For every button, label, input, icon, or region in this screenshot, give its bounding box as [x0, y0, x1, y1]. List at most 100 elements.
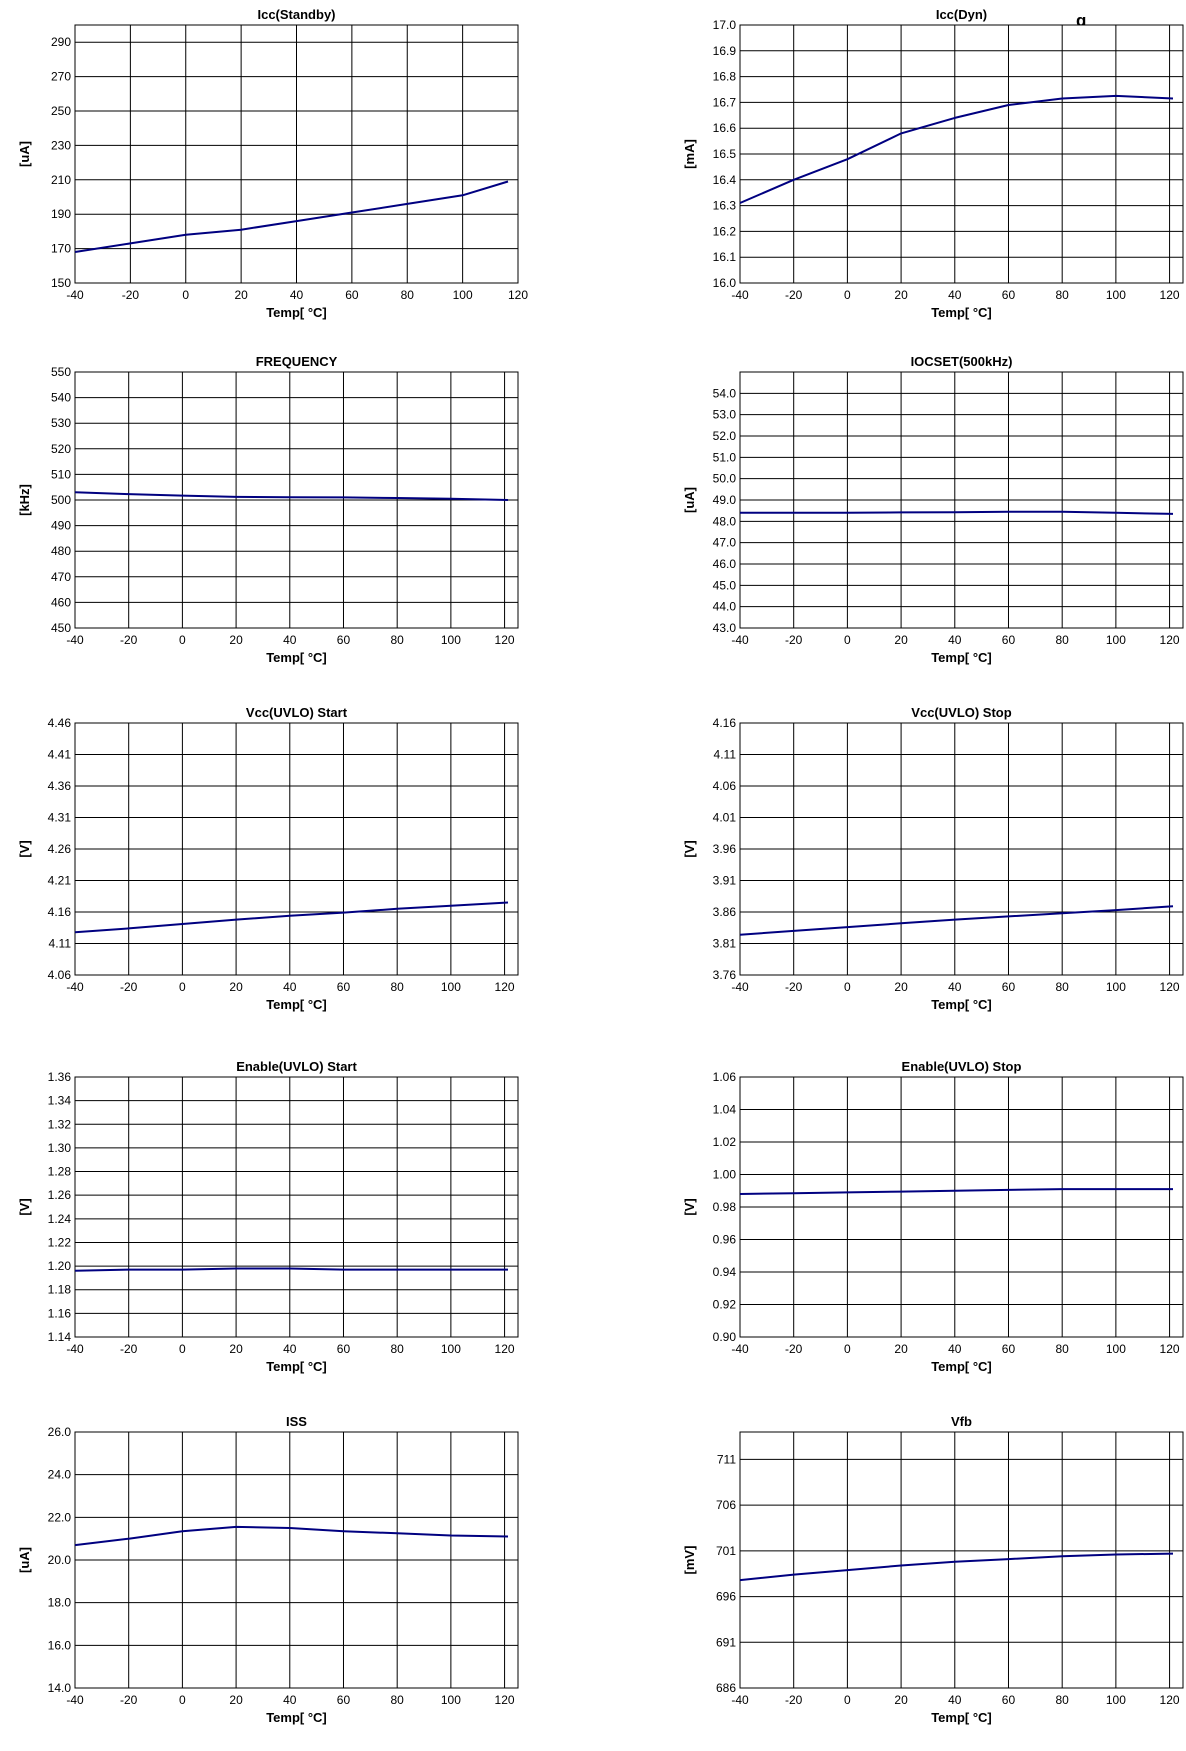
- series-line: [739, 1552, 1174, 1582]
- y-tick-label: 16.6: [713, 121, 737, 135]
- y-tick-label: 150: [51, 276, 71, 290]
- x-tick-label: 80: [391, 980, 405, 994]
- x-tick-label: 40: [948, 980, 962, 994]
- plot-frame: [739, 1431, 1184, 1689]
- y-tick-label: 696: [716, 1590, 736, 1604]
- x-tick-label: 20: [894, 633, 908, 647]
- y-tick-label: 1.26: [48, 1188, 72, 1202]
- chart-3: -40 -20 0 20 40 60 80 100 120 450 460 470 480 490 500 5…: [17, 354, 519, 665]
- x-tick-label: 0: [179, 1342, 186, 1356]
- y-tick-label: 43.0: [713, 621, 737, 635]
- y-tick-label: 540: [51, 391, 71, 405]
- plot-frame: [74, 722, 519, 976]
- y-tick-label: 550: [51, 365, 71, 379]
- x-tick-label: 120: [495, 633, 515, 647]
- x-tick-label: 0: [179, 1693, 186, 1707]
- y-tick-label: 22.0: [48, 1510, 72, 1524]
- x-tick-label: -40: [731, 1342, 749, 1356]
- y-tick-label: 520: [51, 442, 71, 456]
- x-tick-label: 120: [495, 1342, 515, 1356]
- x-tick-label: 20: [894, 1693, 908, 1707]
- y-tick-label: 711: [717, 1452, 736, 1466]
- x-tick-label: 20: [229, 633, 243, 647]
- y-tick-label: 500: [51, 493, 71, 507]
- plot-frame: [739, 1076, 1184, 1338]
- y-tick-label: 1.20: [48, 1259, 72, 1273]
- y-tick-label: 52.0: [713, 429, 737, 443]
- chart-title: IOCSET(500kHz): [911, 354, 1013, 369]
- y-tick-label: 270: [51, 70, 71, 84]
- y-tick-label: 1.24: [48, 1212, 72, 1226]
- y-tick-label: 4.06: [713, 779, 737, 793]
- y-tick-label: 48.0: [713, 514, 737, 528]
- y-tick-label: 45.0: [713, 578, 737, 592]
- series-line: [739, 94, 1174, 204]
- y-tick-label: 16.4: [713, 173, 737, 187]
- y-tick-label: 50.0: [713, 472, 737, 486]
- series-line: [74, 180, 509, 253]
- y-tick-label: 16.8: [713, 70, 737, 84]
- x-tick-label: 100: [1106, 1342, 1126, 1356]
- chart-7: -40 -20 0 20 40 60 80 100 120 1.14 1.16 1.18 1.20 1.2…: [17, 1059, 519, 1374]
- x-tick-label: 40: [283, 633, 297, 647]
- x-tick-label: -40: [66, 1693, 84, 1707]
- x-tick-label: -40: [731, 1693, 749, 1707]
- y-tick-label: 210: [51, 173, 71, 187]
- y-tick-label: 14.0: [48, 1681, 72, 1695]
- series-line: [74, 901, 509, 934]
- x-tick-label: 60: [1002, 633, 1016, 647]
- chart-title: Icc(Dyn): [936, 7, 987, 22]
- x-tick-label: 20: [234, 288, 248, 302]
- y-tick-label: 1.18: [48, 1283, 72, 1297]
- y-tick-label: 460: [51, 595, 71, 609]
- plot-frame: [74, 1076, 519, 1338]
- y-axis-label: [V]: [682, 840, 697, 857]
- header-fragment: g: [1076, 11, 1086, 30]
- plot-frame: [74, 1431, 519, 1689]
- y-axis-label: [uA]: [17, 1547, 32, 1573]
- x-tick-label: 0: [179, 633, 186, 647]
- y-tick-label: 510: [51, 467, 71, 481]
- x-tick-label: 100: [1106, 633, 1126, 647]
- x-axis-label: Temp[ °C]: [931, 1710, 992, 1725]
- x-tick-label: -20: [785, 1693, 803, 1707]
- y-tick-label: 0.96: [713, 1233, 737, 1247]
- y-tick-label: 190: [51, 207, 71, 221]
- series-line: [74, 1525, 509, 1547]
- x-tick-label: 20: [894, 980, 908, 994]
- x-tick-label: 80: [401, 288, 415, 302]
- y-axis-label: [mA]: [682, 139, 697, 169]
- chart-4: -40 -20 0 20 40 60 80 100 120 43.0 44.0 45.0 46.0 47.…: [682, 354, 1184, 665]
- x-tick-label: 120: [508, 288, 528, 302]
- y-tick-label: 1.16: [48, 1306, 72, 1320]
- plot-frame: [74, 371, 519, 629]
- y-tick-label: 480: [51, 544, 71, 558]
- y-tick-label: 1.06: [713, 1070, 737, 1084]
- y-tick-label: 18.0: [48, 1596, 72, 1610]
- x-tick-label: 60: [1002, 980, 1016, 994]
- y-tick-label: 16.5: [713, 147, 737, 161]
- y-axis-label: [V]: [17, 840, 32, 857]
- series-line: [740, 510, 1174, 515]
- x-axis-label: Temp[ °C]: [266, 305, 327, 320]
- x-tick-label: 80: [1056, 1342, 1070, 1356]
- y-tick-label: 4.46: [48, 716, 72, 730]
- y-tick-label: 16.9: [713, 44, 737, 58]
- x-tick-label: 80: [1056, 980, 1070, 994]
- chart-title: Enable(UVLO) Stop: [902, 1059, 1022, 1074]
- x-tick-label: 20: [229, 1693, 243, 1707]
- y-tick-label: 49.0: [713, 493, 737, 507]
- y-tick-label: 24.0: [48, 1468, 72, 1482]
- x-axis-label: Temp[ °C]: [931, 305, 992, 320]
- chart-8: -40 -20 0 20 40 60 80 100 120 0.90 0.92 0.94 0.96 0.9…: [682, 1059, 1184, 1374]
- x-tick-label: -20: [785, 288, 803, 302]
- chart-title: Icc(Standby): [257, 7, 335, 22]
- x-tick-label: 0: [844, 980, 851, 994]
- y-tick-label: 701: [716, 1544, 736, 1558]
- chart-6: -40 -20 0 20 40 60 80 100 120 3.76 3.81 3.86 3.91 3.9…: [682, 705, 1184, 1012]
- x-tick-label: 100: [1106, 980, 1126, 994]
- y-tick-label: 230: [51, 138, 71, 152]
- series-line: [739, 905, 1174, 936]
- y-tick-label: 4.16: [48, 905, 72, 919]
- y-axis-label: [V]: [682, 1198, 697, 1215]
